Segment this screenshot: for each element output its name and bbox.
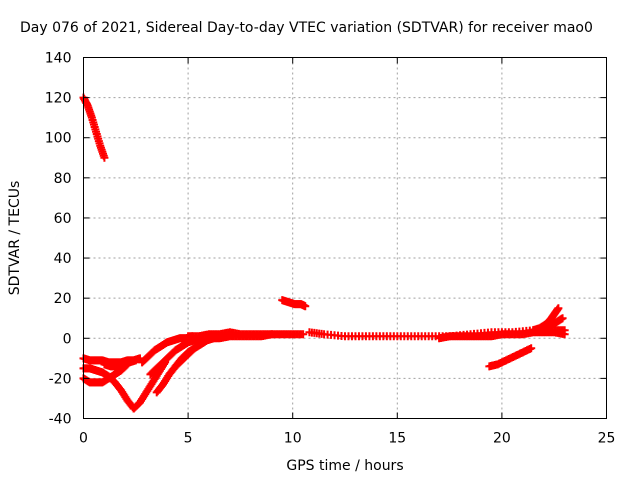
data-point <box>560 330 569 339</box>
data-point <box>527 344 536 353</box>
data-point <box>554 304 563 313</box>
x-axis-label: GPS time / hours <box>286 458 403 474</box>
x-tick-label: 25 <box>598 431 616 447</box>
data-point <box>100 153 109 162</box>
y-tick-label: 100 <box>45 131 72 147</box>
y-tick-label: 0 <box>63 331 72 347</box>
series-arc-6 <box>129 358 170 413</box>
y-tick-label: -40 <box>49 412 72 428</box>
chart-title: Day 076 of 2021, Sidereal Day-to-day VTE… <box>20 20 593 36</box>
plot-frame <box>83 57 607 419</box>
series-arc-7 <box>138 332 197 367</box>
y-tick-label: -20 <box>49 371 72 387</box>
x-tick-label: 20 <box>493 431 511 447</box>
y-tick-label: 120 <box>45 91 72 107</box>
series-arc-13 <box>278 296 310 311</box>
y-tick-label: 20 <box>54 291 72 307</box>
series-arc-12 <box>205 330 276 343</box>
x-tick-label: 5 <box>184 431 193 447</box>
series-arc-3 <box>79 364 138 413</box>
series-arc-17 <box>539 314 567 333</box>
data-points <box>79 93 569 413</box>
series-arc-5 <box>100 356 140 371</box>
y-tick-label: 80 <box>54 171 72 187</box>
data-point <box>299 330 308 339</box>
y-tick-label: 40 <box>54 251 72 267</box>
series-arc-18 <box>485 344 536 371</box>
x-tick-label: 15 <box>388 431 406 447</box>
data-point <box>558 314 567 323</box>
data-point <box>267 330 276 339</box>
data-point <box>131 356 140 365</box>
x-tick-label: 10 <box>284 431 302 447</box>
axis-ticks: 0 5 10 15 20 25 -40 -20 0 20 40 60 80 100 120 140 <box>45 51 616 447</box>
data-point <box>301 302 310 311</box>
y-axis-label: SDTVAR / TECUs <box>7 181 23 296</box>
y-tick-label: 60 <box>54 211 72 227</box>
y-tick-label: 140 <box>45 51 72 67</box>
x-tick-label: 0 <box>79 431 88 447</box>
grid <box>83 57 607 419</box>
